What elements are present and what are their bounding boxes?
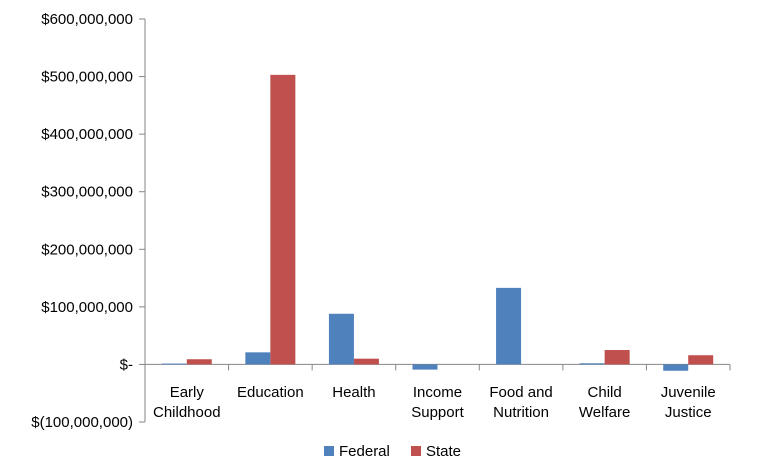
- y-tick-label: $300,000,000: [41, 184, 133, 201]
- y-tick-label: $(100,000,000): [31, 414, 133, 431]
- bar-state: [186, 359, 212, 365]
- y-tick-label: $200,000,000: [41, 241, 133, 258]
- bar-state: [688, 355, 714, 365]
- bars: [161, 74, 714, 371]
- category-label: Welfare: [579, 404, 630, 421]
- bar-state: [270, 74, 296, 365]
- category-label: Education: [237, 384, 304, 401]
- category-label: Early: [170, 384, 205, 401]
- category-label: Child: [588, 384, 622, 401]
- bar-federal: [328, 313, 354, 365]
- y-tick-label: $100,000,000: [41, 299, 133, 316]
- legend-swatch-federal: [324, 446, 334, 456]
- category-label: Support: [411, 404, 464, 421]
- axes: [139, 18, 731, 423]
- y-tick-label: $-: [120, 356, 133, 373]
- category-label: Food and: [489, 384, 552, 401]
- bar-state: [604, 350, 630, 365]
- category-label: Justice: [665, 404, 712, 421]
- y-tick-label: $600,000,000: [41, 11, 133, 28]
- bar-federal: [161, 363, 187, 365]
- bar-federal: [245, 352, 271, 365]
- category-label: Income: [413, 384, 462, 401]
- bar-federal: [496, 287, 522, 365]
- bar-state: [353, 358, 379, 365]
- category-label: Health: [332, 384, 375, 401]
- legend: Federal State: [324, 443, 461, 460]
- y-tick-label: $400,000,000: [41, 126, 133, 143]
- legend-label-federal: Federal: [339, 443, 390, 460]
- category-label: Juvenile: [661, 384, 716, 401]
- bar-federal: [663, 364, 689, 371]
- labels: $600,000,000 $500,000,000 $400,000,000 $300…: [31, 11, 715, 431]
- legend-swatch-state: [411, 446, 421, 456]
- category-label: Childhood: [153, 404, 221, 421]
- y-tick-label: $500,000,000: [41, 69, 133, 86]
- legend-label-state: State: [426, 443, 461, 460]
- bar-federal: [412, 364, 438, 370]
- category-label: Nutrition: [493, 404, 549, 421]
- bar-federal: [579, 363, 605, 365]
